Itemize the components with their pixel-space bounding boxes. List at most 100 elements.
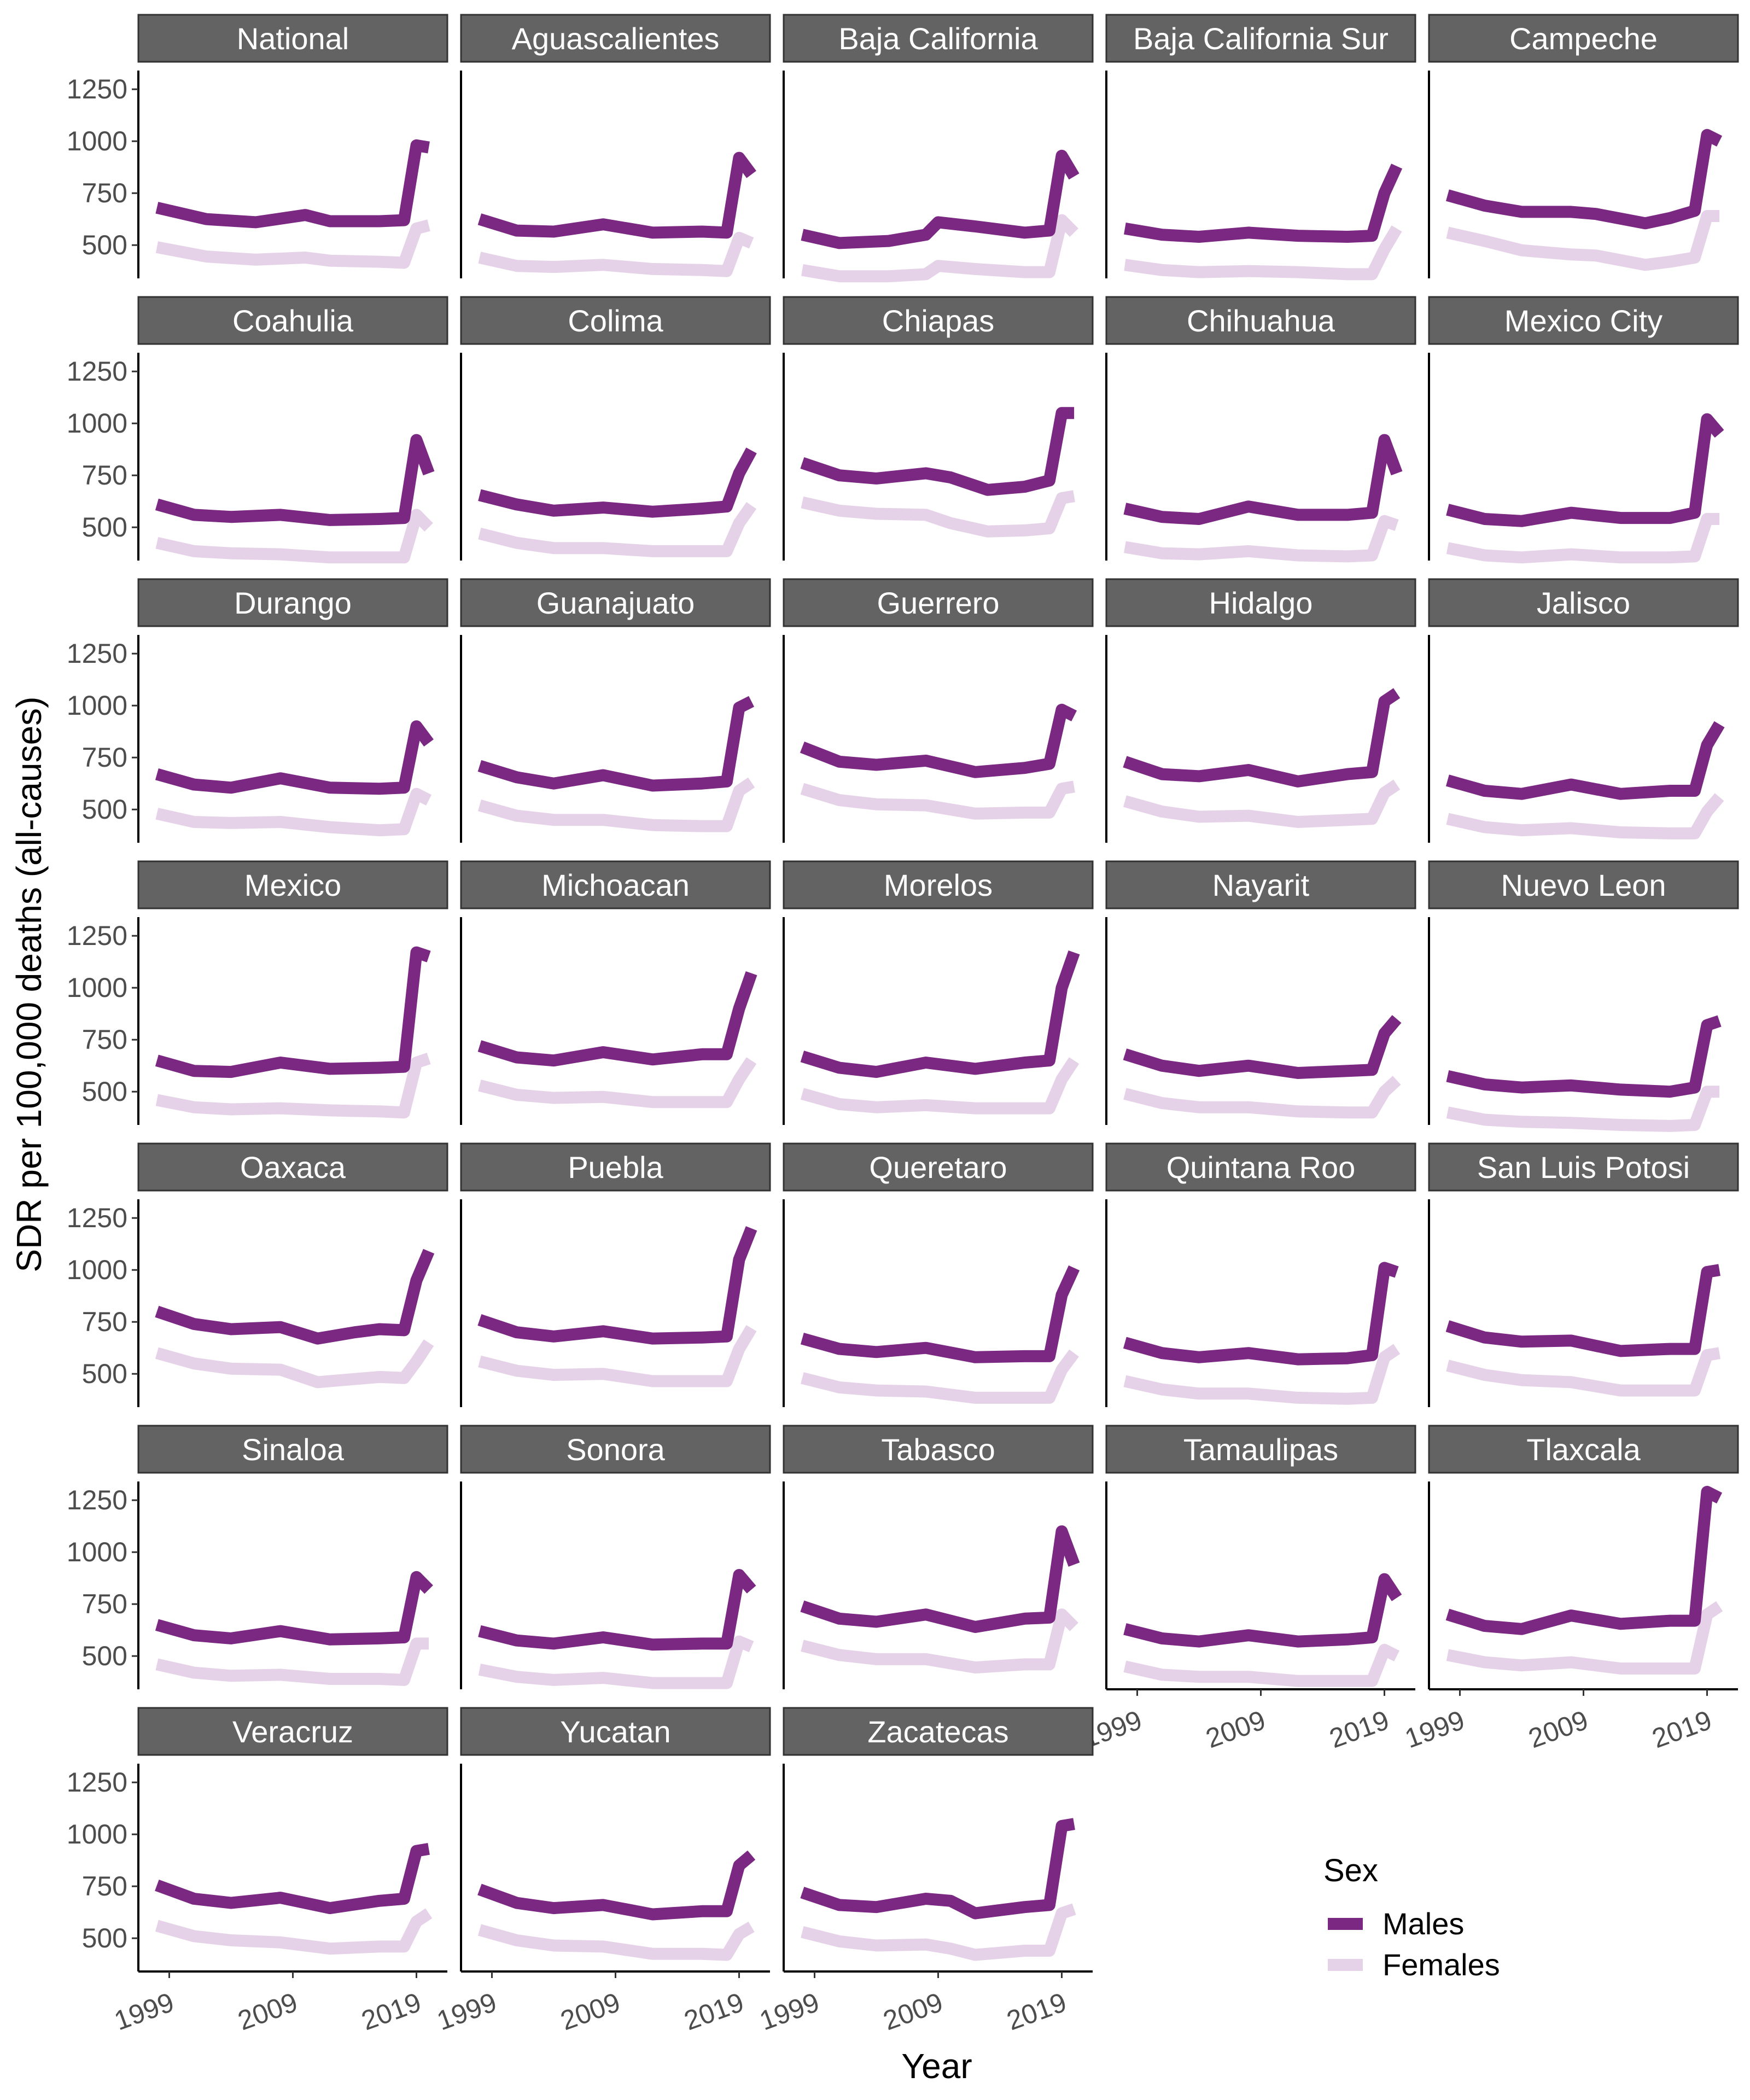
y-tick-label: 750 — [82, 460, 127, 491]
series-line-males — [1123, 1573, 1402, 1648]
panel-mexico-city: Mexico City — [1428, 296, 1739, 564]
strip-background — [460, 1142, 771, 1192]
strip-background — [1428, 578, 1739, 627]
series-line-males — [155, 946, 431, 1078]
panel-title: Durango — [234, 586, 352, 620]
series-line-males — [477, 1226, 757, 1345]
y-tick-label: 1000 — [67, 972, 127, 1003]
panel-title: Chihuahua — [1187, 304, 1335, 338]
strip-background — [783, 1707, 1094, 1756]
panel-chihuahua: Chihuahua — [1105, 296, 1416, 563]
y-tick-label: 500 — [82, 794, 127, 825]
series-line-females — [801, 1903, 1076, 1961]
x-tick-label: 2019 — [680, 1987, 748, 2037]
strip-background — [137, 14, 448, 63]
series-line-males — [155, 1249, 435, 1345]
panel-tlaxcala: Tlaxcala 1999 2009 2019 — [1401, 1425, 1739, 1754]
panel-title: Coahulia — [232, 304, 354, 338]
panel-sinaloa: Sinaloa 500 750 1000 1250 — [67, 1425, 448, 1689]
legend: Sex Males Females — [1323, 1853, 1500, 1982]
panel-title: Sinaloa — [242, 1432, 345, 1467]
series-line-males — [1124, 164, 1403, 243]
series-line-females — [800, 1057, 1080, 1115]
series-line-males — [155, 139, 430, 229]
series-line-females — [1124, 225, 1402, 281]
series-line-females — [1123, 1344, 1401, 1405]
series-line-females — [155, 219, 430, 269]
series-line-males — [155, 720, 434, 795]
series-line-females — [801, 214, 1078, 283]
panel-nayarit: Nayarit — [1105, 860, 1416, 1125]
series-line-males — [800, 950, 1080, 1078]
strip-background — [783, 1142, 1094, 1192]
series-line-females — [478, 1635, 754, 1689]
strip-background — [137, 1142, 448, 1192]
series-line-females — [1446, 1086, 1720, 1132]
strip-background — [460, 14, 771, 63]
series-line-males — [155, 1842, 430, 1915]
series-line-males — [1123, 1262, 1399, 1366]
series-line-males — [1123, 434, 1403, 525]
x-axis-title: Year — [901, 2046, 972, 2086]
strip-background — [1428, 860, 1739, 909]
strip-background — [137, 296, 448, 345]
x-tick-label: 2009 — [557, 1987, 625, 2037]
y-tick-label: 1250 — [67, 920, 127, 951]
series-line-females — [478, 231, 754, 277]
panel-title: Tabasco — [881, 1432, 995, 1467]
strip-background — [137, 1425, 448, 1474]
y-tick-label: 1000 — [67, 1537, 127, 1567]
series-line-females — [478, 1325, 757, 1387]
series-line-females — [800, 780, 1075, 820]
series-line-females — [1446, 513, 1720, 564]
series-line-females — [155, 1339, 434, 1389]
series-line-males — [800, 1818, 1075, 1920]
y-tick-label: 1000 — [67, 408, 127, 439]
series-line-males — [1445, 129, 1723, 230]
series-line-females — [1123, 779, 1401, 828]
y-tick-label: 1250 — [67, 638, 127, 669]
panel-title: Queretaro — [869, 1150, 1007, 1185]
x-tick-label: 2019 — [1648, 1705, 1716, 1754]
panel-baja-california: Baja California — [783, 14, 1094, 283]
panel-title: Michoacan — [541, 868, 690, 902]
panel-title: Puebla — [568, 1150, 663, 1185]
panel-veracruz: Veracruz 500 750 1000 1250 1999 2009 2019 — [67, 1707, 448, 2036]
strip-background — [1105, 1425, 1416, 1474]
y-axis-title: SDR per 100,000 deaths (all-causes) — [9, 697, 49, 1273]
y-tick-label: 500 — [82, 1923, 127, 1953]
panel-title: Chiapas — [882, 304, 994, 338]
panel-jalisco: Jalisco — [1428, 578, 1739, 843]
panel-title: Guerrero — [877, 586, 999, 620]
y-tick-label: 750 — [82, 1306, 127, 1337]
strip-background — [137, 578, 448, 627]
x-tick-label: 1999 — [1401, 1705, 1469, 1754]
panel-title: Baja California — [838, 21, 1038, 56]
strip-background — [1428, 1425, 1739, 1474]
series-line-females — [1123, 1643, 1400, 1687]
panel-title: Mexico — [244, 868, 341, 902]
series-line-females — [1446, 793, 1724, 839]
panel-campeche: Campeche — [1428, 14, 1739, 278]
panel-guerrero: Guerrero — [783, 578, 1094, 843]
y-tick-label: 750 — [82, 1024, 127, 1055]
strip-background — [1105, 14, 1416, 63]
y-tick-label: 500 — [82, 1076, 127, 1107]
strip-background — [1428, 14, 1739, 63]
y-tick-label: 500 — [82, 512, 127, 542]
series-line-females — [1446, 210, 1720, 271]
panel-title: Morelos — [884, 868, 993, 902]
y-tick-label: 1000 — [67, 690, 127, 721]
panel-title: Mexico City — [1504, 304, 1662, 338]
panel-title: Oaxaca — [240, 1150, 346, 1185]
x-tick-label: 2019 — [1003, 1987, 1071, 2037]
series-line-males — [1446, 1015, 1722, 1098]
strip-background — [783, 14, 1094, 63]
x-tick-label: 1999 — [433, 1987, 501, 2037]
strip-background — [783, 296, 1094, 345]
series-line-females — [1124, 515, 1399, 563]
series-line-females — [155, 1637, 429, 1686]
series-line-females — [155, 1908, 433, 1955]
y-tick-label: 1250 — [67, 74, 127, 104]
series-line-females — [1123, 1076, 1401, 1119]
